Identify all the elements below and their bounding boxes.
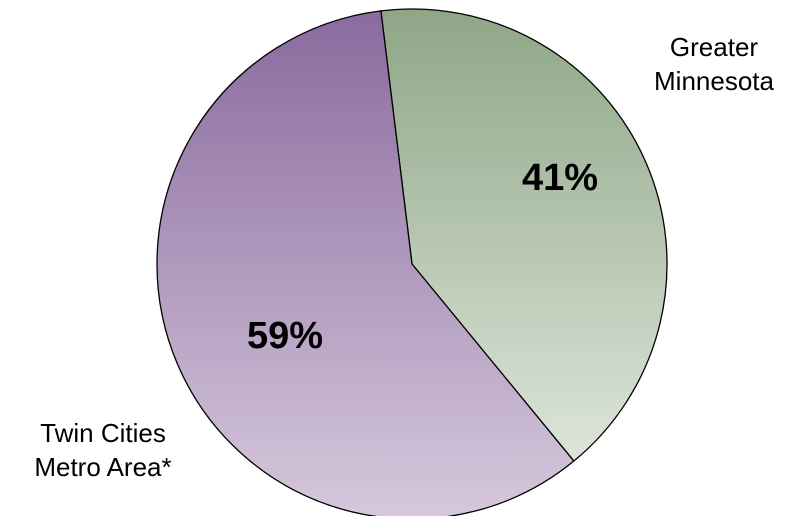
category-label-twin-cities-metro-area: Twin Cities Metro Area* [34, 418, 171, 482]
category-label-greater-minnesota-line-2: Minnesota [654, 66, 774, 96]
slice-twin-cities-metro-area [156, 10, 575, 516]
category-label-greater-minnesota: Greater Minnesota [654, 32, 774, 96]
slice-greater-minnesota [380, 8, 668, 462]
data-label-twin-cities-metro-area: 59% [247, 315, 323, 357]
data-label-greater-minnesota: 41% [522, 157, 598, 199]
category-label-twin-cities-metro-area-line-1: Twin Cities [40, 418, 166, 448]
category-label-greater-minnesota-line-1: Greater [670, 32, 758, 62]
category-label-twin-cities-metro-area-line-2: Metro Area* [34, 452, 171, 482]
